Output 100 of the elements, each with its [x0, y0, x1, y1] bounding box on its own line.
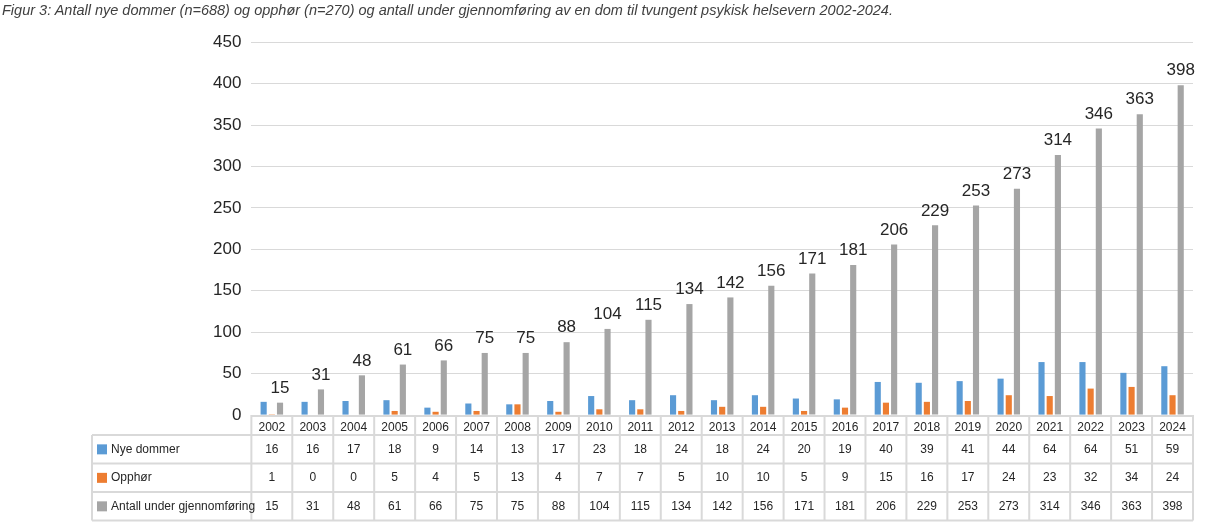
- annotation: 61: [393, 339, 413, 359]
- data-label: 9: [841, 470, 849, 485]
- data-label: 10: [715, 470, 730, 485]
- data-label: 16: [920, 470, 934, 485]
- bar: [841, 407, 849, 415]
- x-tick-label: 2002: [258, 419, 286, 434]
- data-label: 398: [1162, 498, 1183, 513]
- annotation: 75: [516, 328, 536, 348]
- data-label: 171: [794, 498, 815, 513]
- annotation: 48: [352, 350, 372, 370]
- data-label: 134: [671, 498, 692, 513]
- x-tick-label: 2014: [749, 419, 777, 434]
- bar: [358, 375, 365, 415]
- data-label: 24: [1002, 470, 1016, 485]
- annotation: 88: [557, 317, 577, 337]
- bar: [760, 406, 767, 415]
- bar: [391, 410, 398, 415]
- annotation: 75: [475, 328, 495, 348]
- bar: [514, 404, 521, 415]
- bar: [440, 360, 447, 415]
- data-label: 16: [306, 441, 320, 456]
- bar: [882, 402, 890, 415]
- data-label: 229: [916, 498, 938, 513]
- bar: [1013, 188, 1021, 415]
- bar: [637, 409, 644, 415]
- bar: [964, 401, 971, 415]
- x-tick-label: 2016: [831, 419, 859, 434]
- bar: [555, 411, 562, 415]
- bar: [383, 400, 390, 415]
- annotation: 15: [270, 377, 290, 397]
- x-tick-label: 2015: [790, 419, 818, 434]
- annotation: 398: [1166, 60, 1195, 80]
- bar: [399, 364, 406, 415]
- x-tick-label: 2019: [954, 419, 982, 434]
- data-label: 5: [800, 470, 808, 485]
- annotation: 181: [839, 240, 868, 260]
- data-label: 24: [674, 441, 689, 456]
- x-tick-label: 2018: [913, 419, 941, 434]
- annotation: 363: [1125, 89, 1154, 109]
- bar: [686, 304, 693, 415]
- data-label: 10: [756, 470, 771, 485]
- x-tick-label: 2007: [463, 419, 491, 434]
- legend-label: Opphør: [111, 470, 152, 485]
- data-label: 39: [920, 441, 934, 456]
- x-tick-label: 2013: [708, 419, 736, 434]
- bar: [923, 401, 930, 415]
- x-tick-label: 2006: [422, 419, 450, 434]
- bar: [850, 265, 857, 415]
- y-tick-label: 450: [212, 31, 242, 51]
- y-tick-label: 250: [212, 197, 242, 217]
- bar: [719, 406, 726, 415]
- y-tick-label: 200: [212, 239, 242, 259]
- data-label: 104: [589, 498, 610, 513]
- data-label: 51: [1124, 441, 1139, 456]
- bar: [465, 403, 472, 415]
- data-label: 363: [1121, 498, 1142, 513]
- chart-title: Figur 3: Antall nye dommer (n=688) og opphør (n=270) og antall under gjennomføring av en dom til tvungent psykisk helsevern 2002-2024.: [1, 1, 894, 20]
- y-tick-label: 50: [222, 363, 242, 383]
- y-tick-label: 350: [212, 114, 242, 134]
- annotation: 156: [757, 261, 786, 281]
- data-label: 17: [551, 441, 566, 456]
- bar: [260, 401, 267, 415]
- legend-label: Nye dommer: [111, 441, 180, 456]
- bar: [1005, 395, 1012, 415]
- data-label: 64: [1043, 441, 1057, 456]
- x-tick-label: 2023: [1118, 419, 1146, 434]
- y-tick-label: 0: [231, 404, 242, 424]
- annotation: 314: [1043, 130, 1073, 150]
- annotation: 206: [879, 219, 909, 239]
- data-label: 13: [510, 441, 525, 456]
- bar: [629, 400, 636, 415]
- data-label: 16: [265, 441, 279, 456]
- bar: [678, 410, 685, 415]
- x-tick-label: 2010: [586, 419, 614, 434]
- data-label: 19: [838, 441, 852, 456]
- data-label: 181: [834, 498, 856, 513]
- x-tick-label: 2008: [504, 419, 532, 434]
- bar: [588, 396, 595, 415]
- annotation: 134: [675, 279, 704, 299]
- data-label: 18: [715, 441, 730, 456]
- data-label: 7: [596, 470, 604, 485]
- x-tick-label: 2021: [1036, 419, 1064, 434]
- bar: [1136, 114, 1143, 415]
- data-label: 18: [633, 441, 648, 456]
- data-label: 273: [998, 498, 1020, 513]
- bar: [301, 401, 308, 415]
- annotation: 253: [961, 180, 991, 200]
- x-tick-label: 2024: [1159, 419, 1187, 434]
- y-tick-label: 400: [212, 73, 242, 93]
- bar: [1095, 128, 1102, 415]
- bar: [1038, 362, 1045, 415]
- data-label: 75: [510, 498, 525, 513]
- annotation: 142: [716, 272, 745, 292]
- bar: [874, 381, 881, 415]
- data-label: 15: [879, 470, 893, 485]
- annotation: 346: [1084, 103, 1114, 123]
- data-label: 34: [1124, 470, 1139, 485]
- bar: [1087, 388, 1094, 415]
- data-label: 7: [636, 470, 644, 485]
- data-label: 23: [1043, 470, 1057, 485]
